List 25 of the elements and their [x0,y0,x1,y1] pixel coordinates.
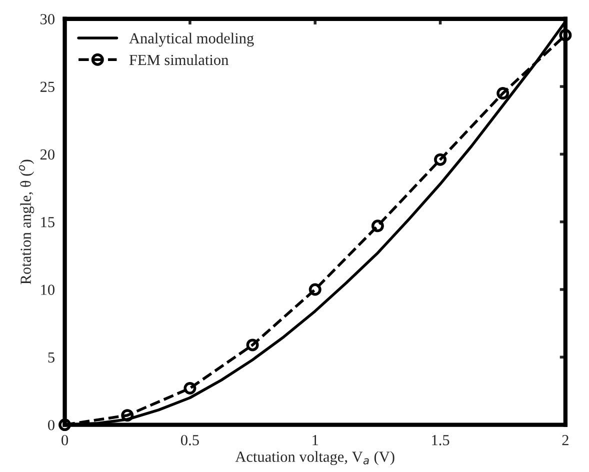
x-axis-title: Actuation voltage, V$_{a}$ (V) [235,451,394,466]
y-tick-label: 10 [41,284,54,295]
x-tick-label: 1 [312,435,318,446]
point [371,220,384,232]
y-tick-label: 15 [41,217,54,228]
point [58,418,72,432]
point [496,87,510,100]
y-tick-label: 5 [48,352,54,363]
point [121,409,134,422]
y-tick-label: 0 [48,420,54,430]
x-tick-label: 0.5 [180,434,199,446]
x-tick-label: 1.5 [432,435,450,446]
point [434,153,447,166]
point [308,283,322,296]
legend-label: Analytical modeling [129,32,254,47]
x-tick-label: 2 [562,435,568,446]
y-tick-label: 20 [40,149,54,160]
y-axis-title: Rotation angle, θ ($^{o}$) [18,160,34,284]
x-tick-label: 0 [62,434,68,446]
y-tick-label: 30 [40,14,54,24]
point [184,382,196,395]
legend-label: FEM simulation [129,54,228,66]
point [559,28,572,42]
point [246,338,259,352]
y-tick-label: 25 [40,82,54,92]
